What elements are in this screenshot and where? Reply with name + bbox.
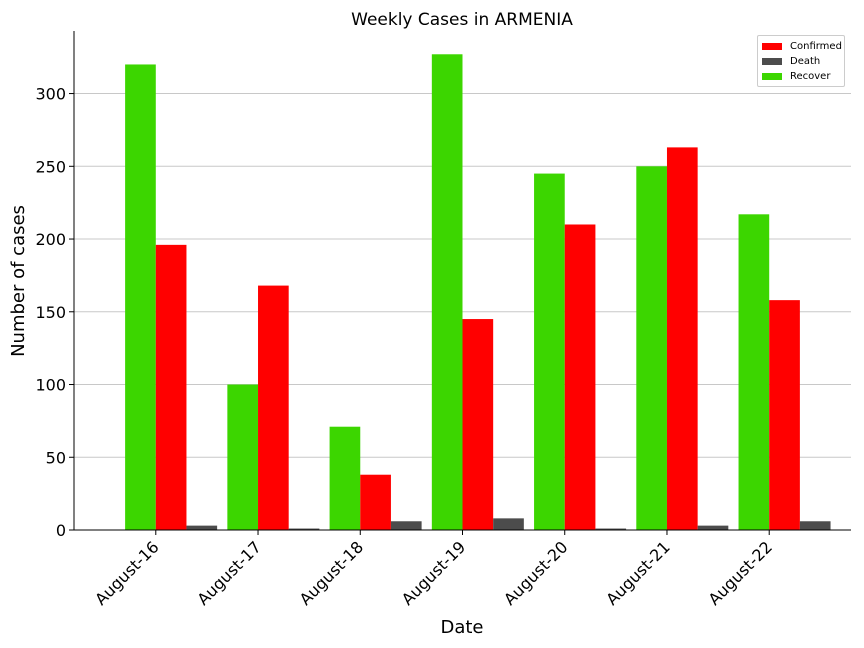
x-tick-label: August-19 bbox=[398, 537, 470, 609]
legend-item-recover: Recover bbox=[762, 69, 830, 83]
axes bbox=[69, 31, 851, 535]
legend-label: Recover bbox=[790, 70, 831, 82]
bar-death-august-21 bbox=[697, 525, 729, 530]
y-tick-label: 250 bbox=[35, 157, 66, 176]
x-tick-label: August-22 bbox=[705, 537, 777, 609]
chart-legend: Confirmed Death Recover bbox=[757, 35, 845, 87]
bar-recover-august-19 bbox=[431, 54, 463, 530]
x-tick-label: August-16 bbox=[91, 537, 163, 609]
bar-recover-august-22 bbox=[738, 214, 770, 530]
legend-swatch bbox=[762, 72, 782, 80]
bar-confirmed-august-18 bbox=[360, 474, 391, 530]
bar-death-august-17 bbox=[288, 528, 320, 530]
chart-title: Weekly Cases in ARMENIA bbox=[351, 10, 573, 30]
bar-recover-august-16 bbox=[125, 64, 156, 531]
bar-death-august-20 bbox=[595, 528, 627, 530]
y-axis-label: Number of cases bbox=[8, 205, 29, 357]
y-tick-label: 100 bbox=[35, 376, 66, 395]
bar-confirmed-august-21 bbox=[666, 147, 698, 531]
bar-recover-august-17 bbox=[227, 384, 259, 530]
bar-confirmed-august-17 bbox=[258, 285, 289, 530]
x-axis-label: Date bbox=[440, 617, 483, 638]
legend-swatch bbox=[762, 42, 782, 50]
x-tick-label: August-21 bbox=[602, 537, 674, 609]
x-tick-labels: August-16 August-17 August-18 August-19 Augu… bbox=[91, 537, 776, 609]
bar-confirmed-august-20 bbox=[564, 224, 596, 530]
legend-item-confirmed: Confirmed bbox=[762, 39, 842, 53]
bar-recover-august-20 bbox=[534, 173, 565, 531]
y-tick-label: 300 bbox=[35, 85, 66, 104]
bars-group bbox=[125, 54, 831, 531]
x-tick-label: August-17 bbox=[193, 537, 265, 609]
bar-recover-august-18 bbox=[329, 426, 361, 530]
legend-item-death: Death bbox=[762, 54, 820, 68]
bar-confirmed-august-19 bbox=[462, 319, 494, 530]
bar-death-august-22 bbox=[799, 521, 831, 530]
y-tick-label: 0 bbox=[56, 521, 66, 540]
y-tick-label: 200 bbox=[35, 230, 66, 249]
y-tick-labels: 0 50 100 150 200 250 300 bbox=[35, 85, 66, 540]
bar-death-august-16 bbox=[186, 525, 218, 530]
x-tick-label: August-18 bbox=[296, 537, 368, 609]
bar-death-august-18 bbox=[390, 521, 422, 530]
bar-confirmed-august-22 bbox=[769, 300, 800, 530]
legend-swatch bbox=[762, 57, 782, 65]
legend-label: Death bbox=[790, 55, 821, 67]
bar-confirmed-august-16 bbox=[155, 244, 187, 530]
y-tick-label: 150 bbox=[35, 303, 66, 322]
legend-label: Confirmed bbox=[790, 40, 842, 52]
y-tick-label: 50 bbox=[46, 448, 66, 467]
bar-death-august-19 bbox=[493, 518, 524, 530]
bar-recover-august-21 bbox=[636, 166, 667, 531]
x-tick-label: August-20 bbox=[500, 537, 572, 609]
